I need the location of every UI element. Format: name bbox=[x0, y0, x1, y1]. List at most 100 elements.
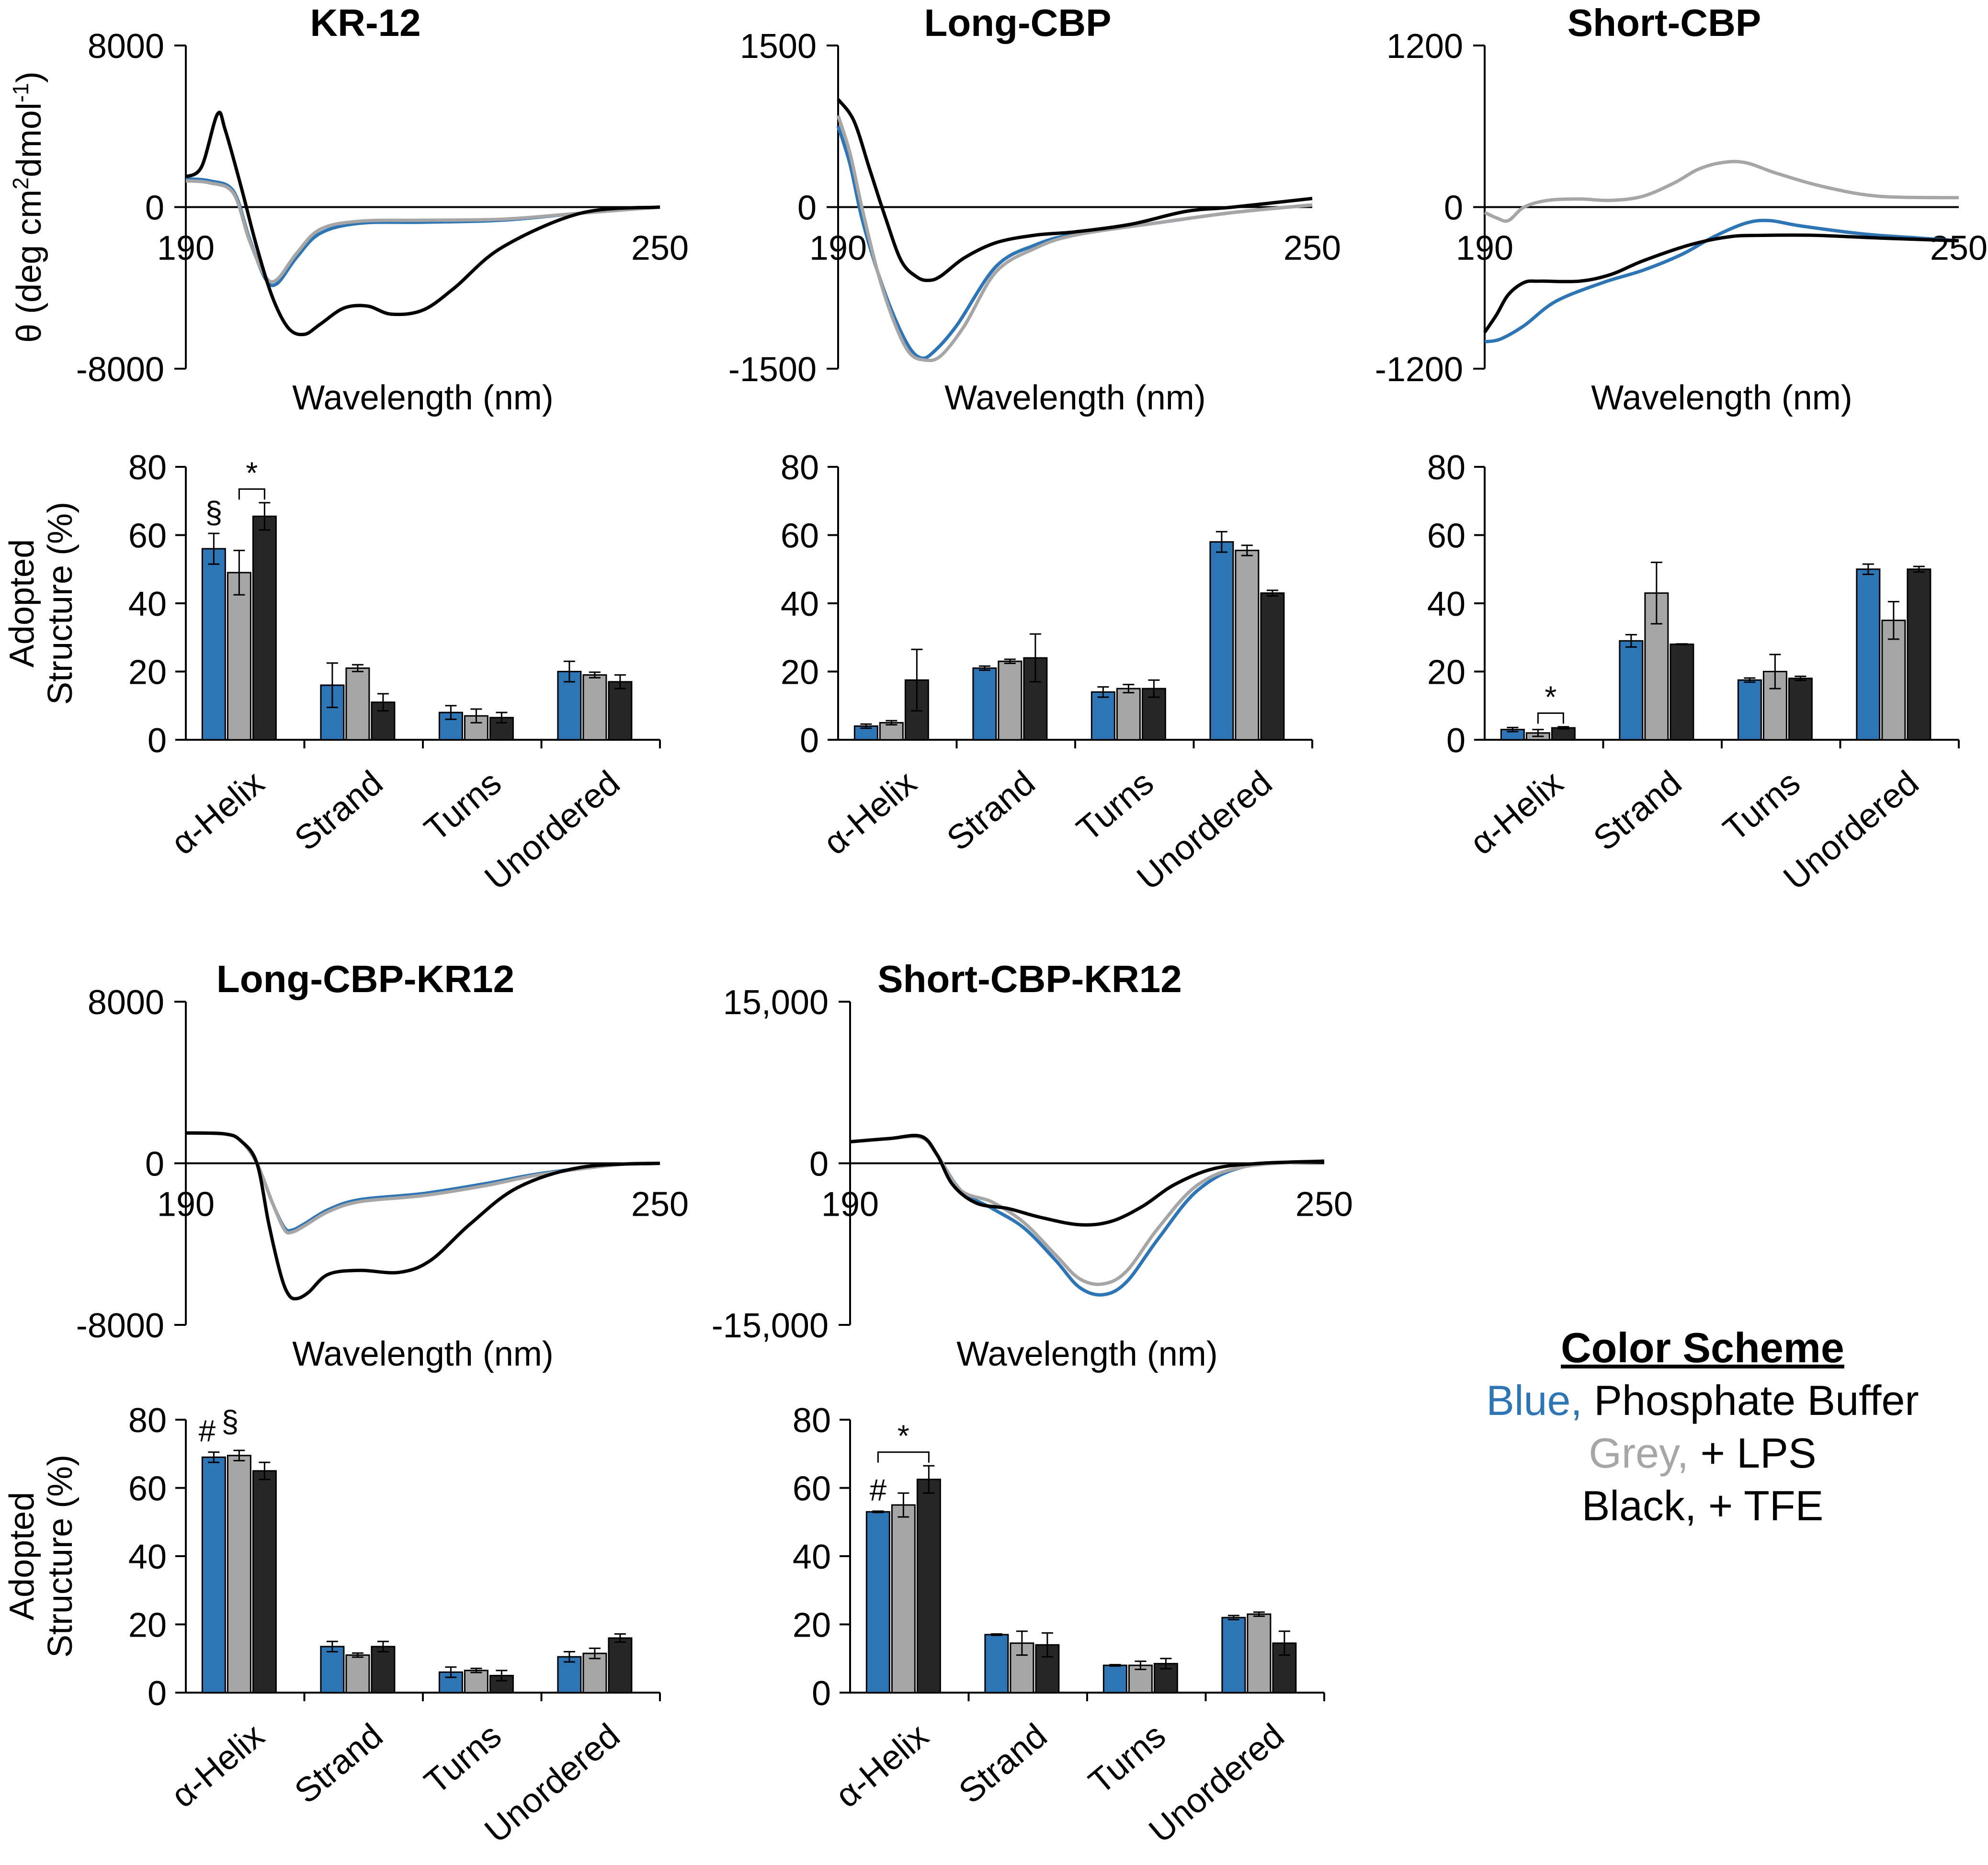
legend-black-text: + TFE bbox=[1708, 1482, 1824, 1529]
series-line--lps bbox=[1484, 159, 1959, 223]
y-tick-label: 1200 bbox=[1386, 27, 1463, 66]
cd-line-panel-1: Long-CBP 1500 0 -1500 190 250 Wavelength (nm) bbox=[728, 1, 1341, 417]
x-axis-label: Wavelength (nm) bbox=[944, 379, 1206, 417]
series-line-phosphate-buffer bbox=[185, 1131, 660, 1233]
bar bbox=[608, 1637, 633, 1694]
y-tick-label: 60 bbox=[793, 1470, 831, 1508]
y-tick-label: 20 bbox=[128, 1606, 167, 1645]
legend-row-blue: Blue, Phosphate Buffer bbox=[1379, 1374, 1988, 1427]
chart-title: Short-CBP-KR12 bbox=[877, 958, 1182, 1000]
significance-bracket bbox=[1537, 712, 1564, 724]
significance-mark: § bbox=[205, 495, 223, 530]
y-tick-label: 80 bbox=[128, 449, 167, 487]
bar bbox=[227, 1455, 251, 1694]
y-tick-label: 0 bbox=[809, 1145, 829, 1184]
bar bbox=[1102, 1664, 1127, 1694]
category-label: Strand bbox=[940, 764, 1042, 859]
y-tick-label: 80 bbox=[1427, 449, 1465, 487]
legend-grey-text: + LPS bbox=[1700, 1429, 1817, 1477]
y-tick-label: 0 bbox=[145, 1145, 164, 1184]
y-tick-label: -15,000 bbox=[712, 1307, 829, 1345]
y-tick-label: 60 bbox=[128, 517, 167, 555]
y-tick-label: 20 bbox=[793, 1606, 831, 1645]
significance-mark: # bbox=[870, 1473, 887, 1507]
y-tick-label: 8000 bbox=[88, 27, 164, 66]
bar bbox=[1010, 1642, 1034, 1694]
y-tick-label: 40 bbox=[128, 1538, 167, 1576]
x-tick-label: 250 bbox=[1284, 229, 1341, 268]
bar bbox=[582, 674, 607, 741]
series-line--lps bbox=[185, 179, 660, 284]
bar bbox=[608, 681, 633, 741]
significance-mark: * bbox=[246, 455, 258, 490]
category-label: Strand bbox=[1586, 764, 1689, 859]
y-tick-label: 60 bbox=[128, 1470, 167, 1508]
legend-title: Color Scheme bbox=[1561, 1324, 1844, 1371]
bar bbox=[1907, 568, 1931, 741]
y-axis-label: θ (deg cm2dmol-1) bbox=[8, 71, 48, 343]
bar bbox=[865, 1511, 890, 1694]
series-line-phosphate-buffer bbox=[836, 125, 1313, 360]
bar bbox=[1551, 727, 1576, 741]
color-scheme-legend: Color Scheme Blue, Phosphate Buffer Grey… bbox=[1379, 1322, 1988, 1532]
chart-title: Long-CBP bbox=[924, 1, 1111, 44]
series-line-phosphate-buffer bbox=[850, 1134, 1325, 1297]
legend-grey-word: Grey, bbox=[1589, 1429, 1689, 1477]
y-label-part: ) bbox=[10, 71, 48, 83]
y-tick-label: -1200 bbox=[1375, 350, 1463, 389]
chart-title: Short-CBP bbox=[1568, 1, 1761, 44]
x-axis-label: Wavelength (nm) bbox=[292, 1335, 554, 1373]
cd-line-panel-2: Short-CBP 1200 0 -1200 190 250 Wavelength (nm) bbox=[1375, 1, 1988, 417]
cd-line-panel-0: KR-12 8000 0 -8000 190 250 Wavelength (nm) θ (d… bbox=[8, 1, 689, 417]
significance-mark: § bbox=[222, 1404, 239, 1439]
bar bbox=[557, 1656, 582, 1694]
series-line--tfe bbox=[185, 111, 660, 337]
chart-title: Long-CBP-KR12 bbox=[216, 958, 514, 1000]
bar bbox=[1116, 688, 1141, 741]
x-axis-label: Wavelength (nm) bbox=[956, 1335, 1218, 1373]
y-tick-label: 40 bbox=[1427, 585, 1465, 623]
x-tick-label: 250 bbox=[1295, 1186, 1353, 1224]
category-label: Strand bbox=[287, 764, 390, 859]
legend-black-word: Black, bbox=[1581, 1482, 1697, 1529]
series-line--lps bbox=[836, 115, 1313, 362]
bar bbox=[252, 515, 277, 741]
y-tick-label: 0 bbox=[800, 722, 819, 760]
x-axis-label: Wavelength (nm) bbox=[1591, 379, 1852, 417]
category-label: Strand bbox=[287, 1717, 390, 1811]
category-label: Turns bbox=[1716, 764, 1807, 849]
category-label: α-Helix bbox=[829, 1717, 936, 1815]
category-label: α-Helix bbox=[817, 764, 924, 862]
series-line--lps bbox=[185, 1131, 660, 1235]
y-label-superscript: 2 bbox=[8, 177, 33, 190]
y-tick-label: 20 bbox=[1427, 654, 1465, 692]
bar bbox=[464, 1670, 488, 1694]
y-tick-label: 0 bbox=[1446, 722, 1465, 760]
series-line--tfe bbox=[1483, 233, 1959, 334]
x-axis-label: Wavelength (nm) bbox=[292, 379, 554, 417]
y-label-part: dmol bbox=[10, 102, 48, 177]
series-line--tfe bbox=[850, 1133, 1325, 1227]
category-label: Turns bbox=[1081, 1717, 1172, 1802]
chart-title: KR-12 bbox=[310, 1, 420, 44]
legend-blue-word: Blue, bbox=[1486, 1377, 1582, 1424]
significance-mark: * bbox=[1545, 679, 1556, 714]
y-tick-label: -8000 bbox=[76, 350, 164, 389]
bar bbox=[1221, 1616, 1246, 1694]
bar bbox=[201, 1456, 226, 1694]
y-tick-label: 0 bbox=[812, 1674, 831, 1713]
category-label: α-Helix bbox=[164, 1717, 272, 1815]
bar bbox=[1737, 679, 1762, 741]
bar bbox=[201, 548, 226, 741]
y-tick-label: 0 bbox=[145, 189, 164, 227]
category-label: Strand bbox=[952, 1717, 1054, 1811]
y-label-superscript: -1 bbox=[8, 83, 33, 102]
series-line-phosphate-buffer bbox=[185, 177, 660, 287]
bar bbox=[582, 1652, 607, 1694]
x-tick-label: 190 bbox=[157, 1186, 215, 1224]
significance-bracket bbox=[877, 1451, 930, 1463]
bar bbox=[1788, 678, 1813, 741]
y-axis-label-line2: Structure (%) bbox=[41, 1455, 80, 1658]
